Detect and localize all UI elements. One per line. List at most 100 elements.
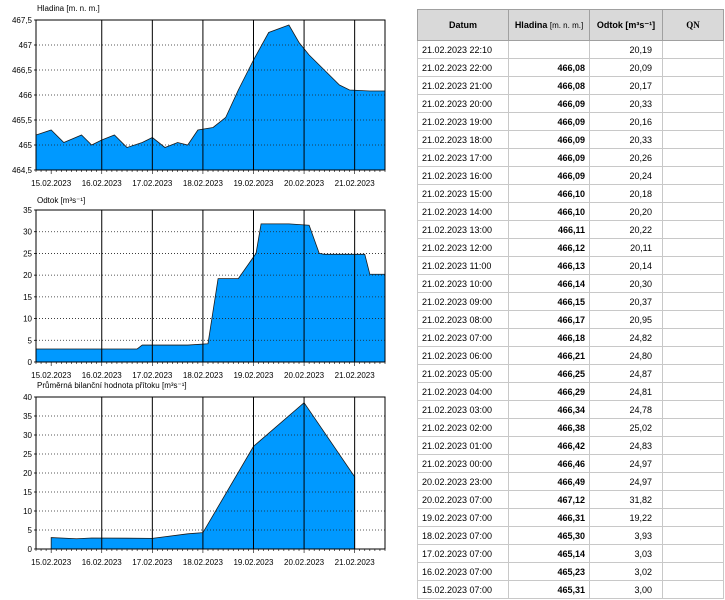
- qn-cell: [662, 544, 724, 563]
- outflow-cell: 20,33: [589, 130, 663, 149]
- y-tick-label: 35: [23, 206, 32, 215]
- date-cell: 20.02.2023 23:00: [417, 472, 509, 491]
- x-tick-label: 19.02.2023: [233, 558, 274, 567]
- outflow-header: Odtok [m³s⁻¹]: [589, 9, 663, 41]
- date-cell: 21.02.2023 21:00: [417, 76, 509, 95]
- level-cell: 466,49: [508, 472, 590, 491]
- outflow-cell: 20,37: [589, 292, 663, 311]
- x-tick-label: 18.02.2023: [183, 371, 224, 380]
- table-row: 21.02.2023 00:00 466,46 24,97: [417, 454, 724, 473]
- outflow-cell: 3,03: [589, 544, 663, 563]
- outflow-cell: 20,18: [589, 184, 663, 203]
- qn-cell: [662, 472, 724, 491]
- table-row: 21.02.2023 20:00 466,09 20,33: [417, 94, 724, 113]
- table-row: 21.02.2023 18:00 466,09 20,33: [417, 130, 724, 149]
- date-cell: 19.02.2023 07:00: [417, 508, 509, 527]
- qn-cell: [662, 58, 724, 77]
- qn-cell: [662, 220, 724, 239]
- x-tick-label: 20.02.2023: [284, 371, 325, 380]
- y-tick-label: 467,5: [12, 16, 33, 25]
- date-cell: 17.02.2023 07:00: [417, 544, 509, 563]
- table-row: 21.02.2023 12:00 466,12 20,11: [417, 238, 724, 257]
- y-tick-label: 20: [23, 271, 32, 280]
- qn-cell: [662, 310, 724, 329]
- level-cell: 466,15: [508, 292, 590, 311]
- qn-cell: [662, 490, 724, 509]
- outflow-cell: 24,97: [589, 454, 663, 473]
- y-tick-label: 466: [19, 91, 33, 100]
- date-cell: 18.02.2023 07:00: [417, 526, 509, 545]
- level-cell: 466,12: [508, 238, 590, 257]
- date-cell: 21.02.2023 02:00: [417, 418, 509, 437]
- outflow-cell: 31,82: [589, 490, 663, 509]
- date-cell: 21.02.2023 07:00: [417, 328, 509, 347]
- date-cell: 21.02.2023 22:10: [417, 40, 509, 59]
- x-tick-label: 15.02.2023: [31, 179, 72, 188]
- table-row: 21.02.2023 08:00 466,17 20,95: [417, 310, 724, 329]
- date-cell: 21.02.2023 09:00: [417, 292, 509, 311]
- x-tick-label: 19.02.2023: [233, 179, 274, 188]
- level-chart-svg: 464,5 465 465,5 466 466,5 467 467,5 15.02.2023 1…: [12, 16, 386, 188]
- table-row: 15.02.2023 07:00 465,31 3,00: [417, 580, 724, 599]
- y-tick-label: 5: [28, 526, 33, 535]
- date-cell: 21.02.2023 03:00: [417, 400, 509, 419]
- date-cell: 21.02.2023 05:00: [417, 364, 509, 383]
- level-cell: 466,09: [508, 94, 590, 113]
- y-tick-label: 464,5: [12, 166, 33, 175]
- table-row: 21.02.2023 22:10 20,19: [417, 40, 724, 59]
- date-cell: 20.02.2023 07:00: [417, 490, 509, 509]
- level-cell: 466,34: [508, 400, 590, 419]
- date-cell: 21.02.2023 12:00: [417, 238, 509, 257]
- outflow-cell: 20,20: [589, 202, 663, 221]
- level-cell: 466,29: [508, 382, 590, 401]
- outflow-cell: 24,97: [589, 472, 663, 491]
- date-cell: 21.02.2023 17:00: [417, 148, 509, 167]
- outflow-cell: 3,02: [589, 562, 663, 581]
- table-row: 21.02.2023 13:00 466,11 20,22: [417, 220, 724, 239]
- table-row: 21.02.2023 03:00 466,34 24,78: [417, 400, 724, 419]
- outflow-cell: 20,16: [589, 112, 663, 131]
- qn-cell: [662, 238, 724, 257]
- table-row: 21.02.2023 10:00 466,14 20,30: [417, 274, 724, 293]
- y-tick-label: 466,5: [12, 66, 33, 75]
- date-cell: 21.02.2023 06:00: [417, 346, 509, 365]
- level-cell: 466,11: [508, 220, 590, 239]
- x-tick-label: 17.02.2023: [132, 371, 173, 380]
- x-tick-label: 18.02.2023: [183, 179, 224, 188]
- date-cell: 21.02.2023 18:00: [417, 130, 509, 149]
- date-cell: 21.02.2023 13:00: [417, 220, 509, 239]
- outflow-cell: 19,22: [589, 508, 663, 527]
- level-cell: 466,09: [508, 166, 590, 185]
- x-tick-label: 18.02.2023: [183, 558, 224, 567]
- qn-cell: [662, 76, 724, 95]
- qn-cell: [662, 508, 724, 527]
- level-cell: 466,14: [508, 274, 590, 293]
- table-row: 21.02.2023 01:00 466,42 24,83: [417, 436, 724, 455]
- table-row: 18.02.2023 07:00 465,30 3,93: [417, 526, 724, 545]
- date-cell: 21.02.2023 20:00: [417, 94, 509, 113]
- x-tick-label: 21.02.2023: [335, 179, 376, 188]
- inflow-chart: Průměrná bilanční hodnota přítoku [m³s⁻¹…: [0, 377, 405, 577]
- table-row: 21.02.2023 07:00 466,18 24,82: [417, 328, 724, 347]
- y-tick-label: 5: [28, 336, 33, 345]
- inflow-chart-svg: 0 5 10 15 20 25 30 35 40 15.02.2023 16.02.2023 17.0…: [23, 393, 386, 567]
- x-tick-label: 15.02.2023: [31, 558, 72, 567]
- qn-cell: [662, 40, 724, 59]
- qn-header: QN: [662, 9, 724, 41]
- qn-cell: [662, 454, 724, 473]
- x-tick-label: 16.02.2023: [82, 179, 123, 188]
- qn-cell: [662, 274, 724, 293]
- date-cell: 21.02.2023 11:00: [417, 256, 509, 275]
- outflow-cell: 24,87: [589, 364, 663, 383]
- level-cell: 466,18: [508, 328, 590, 347]
- y-tick-label: 35: [23, 412, 32, 421]
- x-tick-label: 17.02.2023: [132, 558, 173, 567]
- outflow-cell: 24,83: [589, 436, 663, 455]
- table-row: 21.02.2023 15:00 466,10 20,18: [417, 184, 724, 203]
- x-tick-label: 21.02.2023: [335, 558, 376, 567]
- x-tick-label: 19.02.2023: [233, 371, 274, 380]
- y-tick-label: 25: [23, 249, 32, 258]
- level-cell: 466,46: [508, 454, 590, 473]
- outflow-cell: 20,17: [589, 76, 663, 95]
- level-header-unit: [m. n. m.]: [549, 21, 584, 30]
